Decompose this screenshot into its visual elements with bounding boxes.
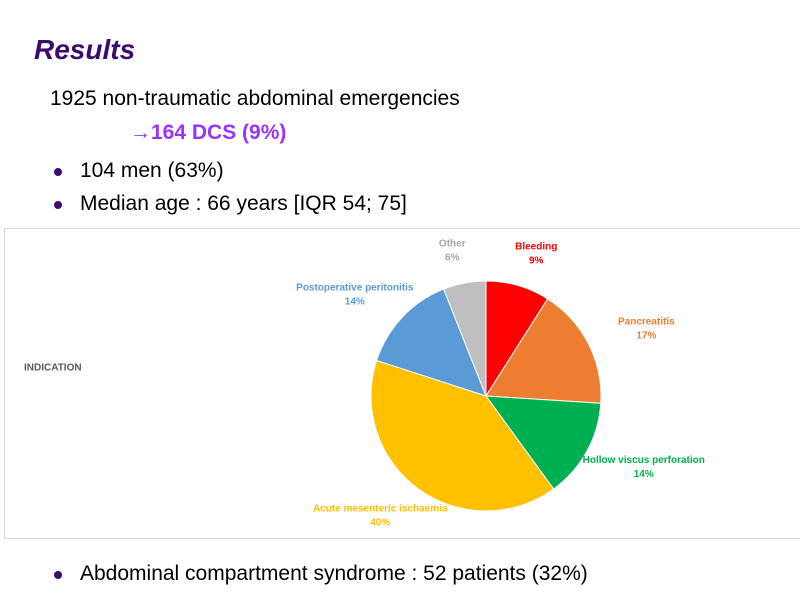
pie-slice <box>485 298 602 404</box>
pie-slice <box>484 395 602 490</box>
intro-text: 1925 non-traumatic abdominal emergencies <box>50 87 460 110</box>
slice-value-label: 6% <box>445 252 460 263</box>
pie-slice <box>443 280 487 397</box>
slice-value-label: 14% <box>345 296 365 307</box>
slice-value-label: 40% <box>370 517 390 528</box>
slice-value-label: 14% <box>634 469 654 480</box>
pie-slice <box>370 359 555 512</box>
slice-label: Hollow viscus perforation <box>583 455 705 466</box>
slice-label: Bleeding <box>515 242 557 253</box>
slide-title: Results <box>34 34 136 65</box>
pie-slice <box>375 288 487 397</box>
bullet: 104 men (63%) <box>54 159 224 182</box>
slice-label: Pancreatitis <box>618 316 675 327</box>
highlight-text: →164 DCS (9%) <box>130 121 287 144</box>
slice-label: Postoperative peritonitis <box>296 282 414 293</box>
chart-title: INDICATION <box>24 363 82 374</box>
slice-value-label: 17% <box>636 330 656 341</box>
bullet: Abdominal compartment syndrome : 52 pati… <box>54 562 588 585</box>
slice-label: Other <box>439 238 466 249</box>
bullet: Median age : 66 years [IQR 54; 75] <box>54 192 407 215</box>
slice-value-label: 9% <box>529 256 544 267</box>
slice-label: Acute mesenteric ischaemia <box>313 503 448 514</box>
chart-frame <box>4 228 800 539</box>
